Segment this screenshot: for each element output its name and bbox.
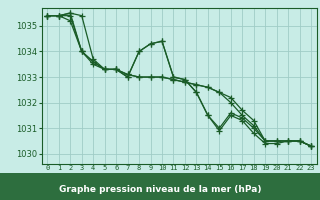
Text: Graphe pression niveau de la mer (hPa): Graphe pression niveau de la mer (hPa) [59,184,261,194]
